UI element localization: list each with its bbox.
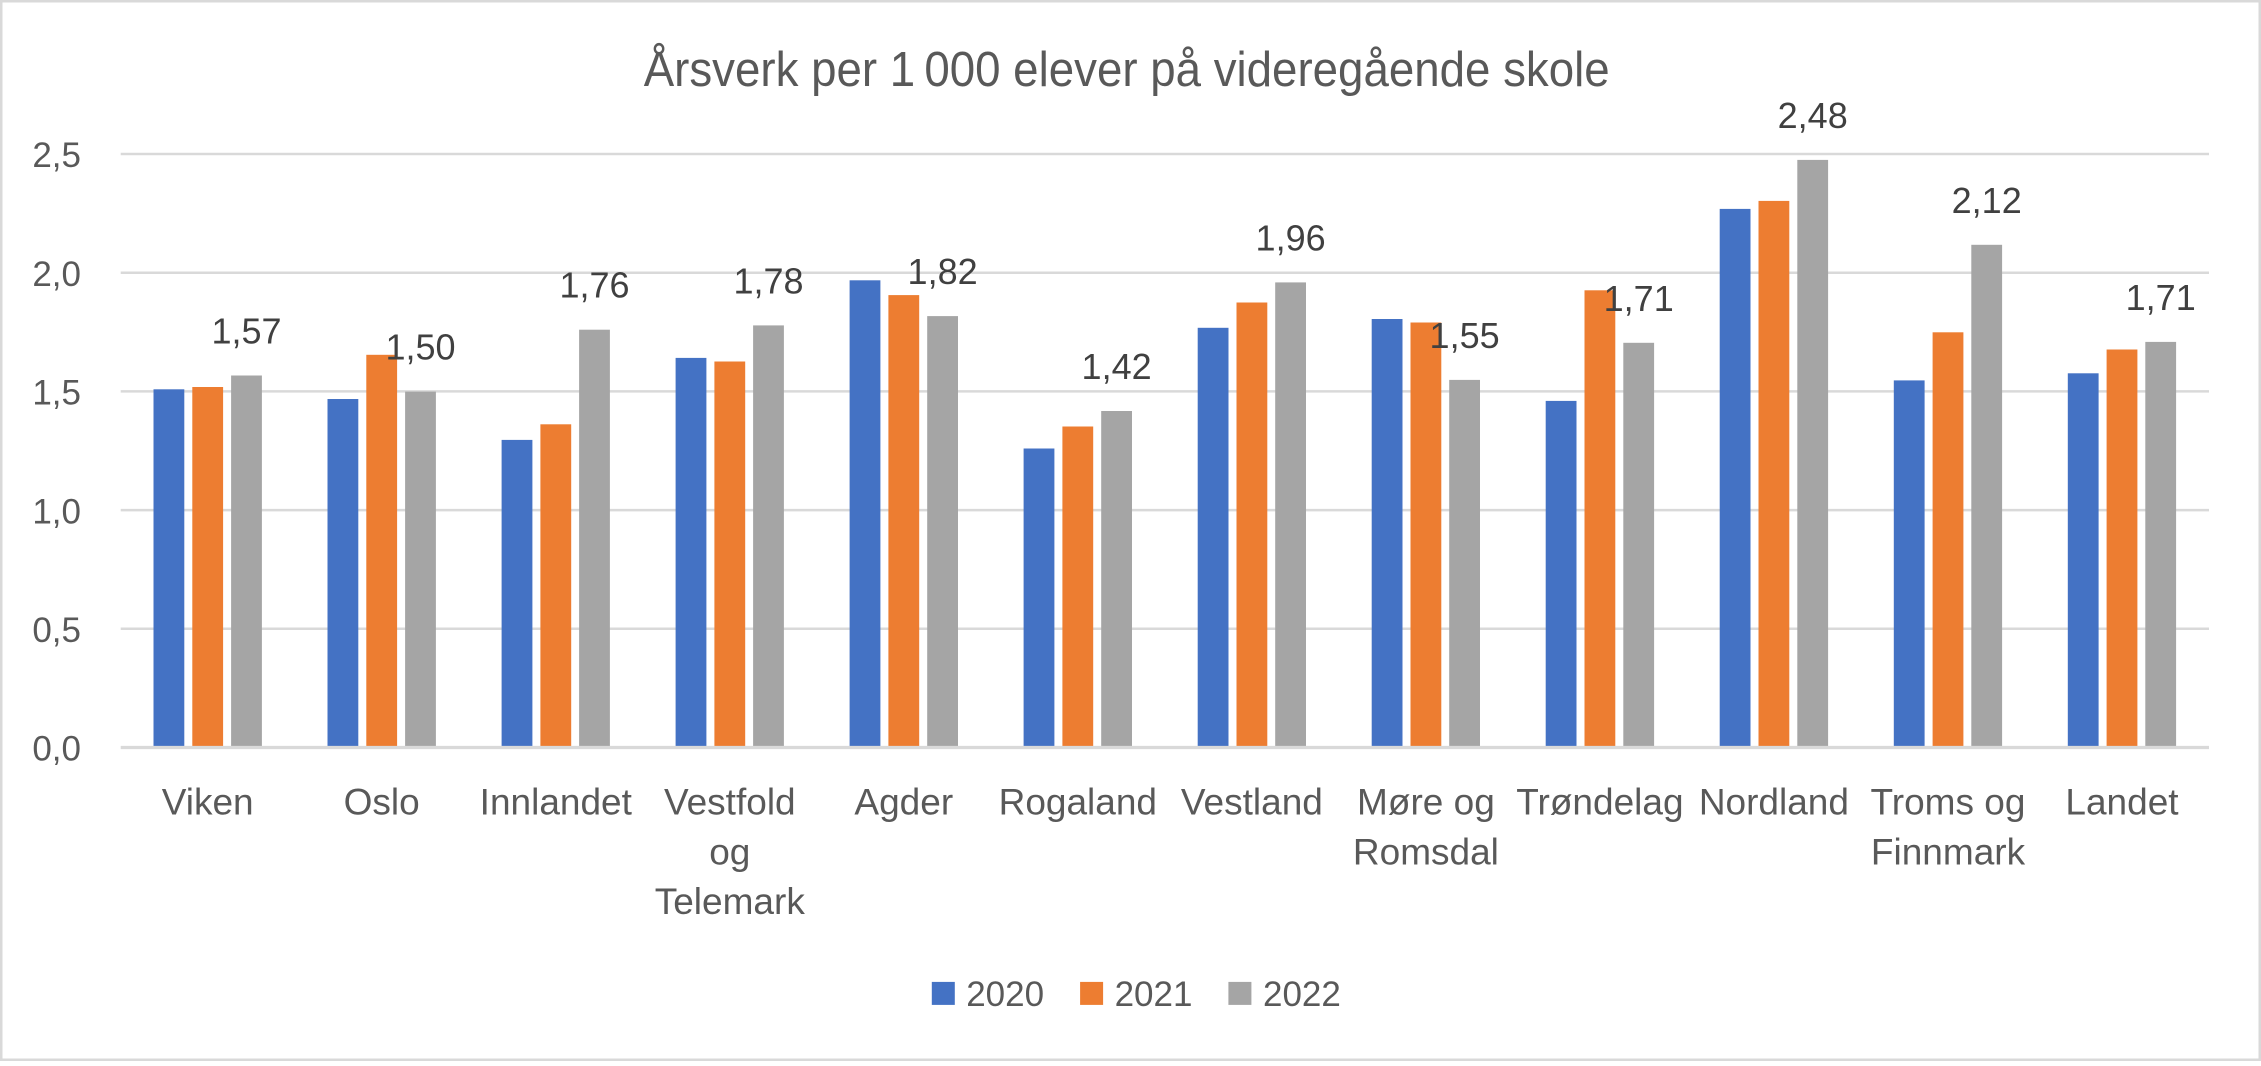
svg-text:Telemark: Telemark [655,881,806,922]
svg-text:Møre og: Møre og [1357,782,1495,823]
svg-text:1,96: 1,96 [1256,217,1326,258]
svg-text:1,78: 1,78 [733,260,803,301]
svg-text:1,82: 1,82 [908,251,978,292]
svg-text:Troms og: Troms og [1871,782,2026,823]
svg-text:1,50: 1,50 [385,327,455,368]
svg-text:Nordland: Nordland [1699,782,1849,823]
svg-text:Rogaland: Rogaland [999,782,1157,823]
svg-text:1,76: 1,76 [559,265,629,306]
svg-text:Landet: Landet [2065,782,2179,823]
svg-text:Innlandet: Innlandet [480,782,633,823]
svg-text:Vestland: Vestland [1181,782,1323,823]
svg-text:2,5: 2,5 [32,136,81,175]
svg-text:Trøndelag: Trøndelag [1516,782,1683,823]
svg-text:2020: 2020 [966,975,1044,1014]
svg-text:og: og [709,831,750,872]
svg-text:Vestfold: Vestfold [664,782,796,823]
svg-text:2,48: 2,48 [1778,95,1848,136]
svg-text:2,0: 2,0 [32,255,81,294]
svg-text:Agder: Agder [854,782,953,823]
svg-text:0,5: 0,5 [32,611,81,650]
svg-text:1,42: 1,42 [1082,346,1152,387]
svg-text:2022: 2022 [1263,975,1341,1014]
svg-text:1,71: 1,71 [2126,277,2196,318]
svg-text:Oslo: Oslo [344,782,420,823]
svg-text:Årsverk per 1 000 elever på vi: Årsverk per 1 000 elever på videregående… [644,43,1610,97]
svg-text:0,0: 0,0 [32,730,81,769]
svg-text:2,12: 2,12 [1952,180,2022,221]
svg-text:1,71: 1,71 [1604,278,1674,319]
svg-text:Romsdal: Romsdal [1353,831,1499,872]
svg-text:Viken: Viken [162,782,254,823]
svg-text:1,57: 1,57 [211,311,281,352]
svg-text:Finnmark: Finnmark [1871,831,2026,872]
svg-text:1,55: 1,55 [1430,315,1500,356]
svg-text:1,5: 1,5 [32,374,81,413]
svg-text:2021: 2021 [1115,975,1193,1014]
svg-text:1,0: 1,0 [32,492,81,531]
